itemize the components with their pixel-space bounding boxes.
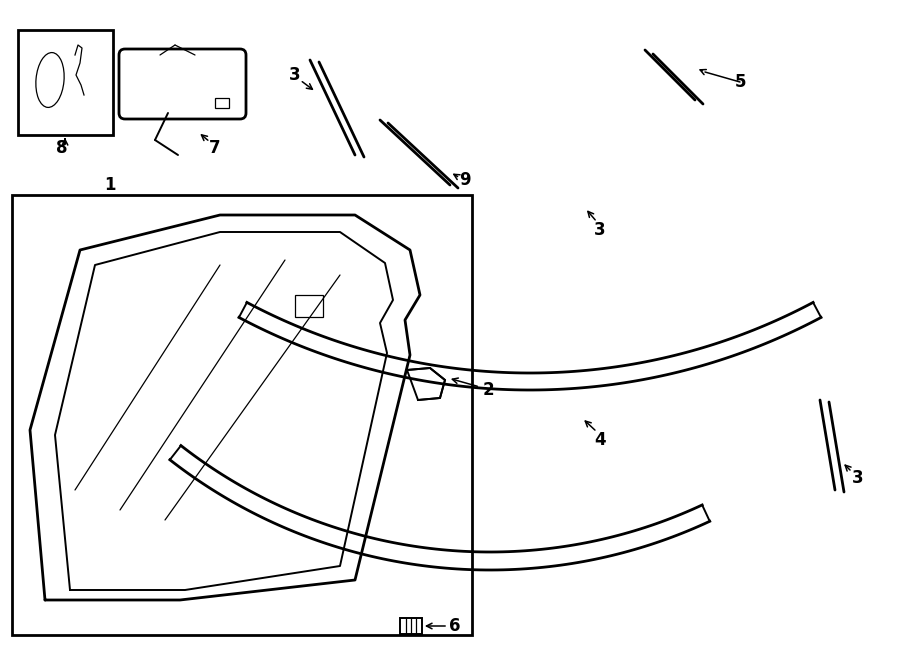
- Text: 5: 5: [734, 73, 746, 91]
- Bar: [400, 618, 422, 634]
- Text: 2: 2: [482, 381, 494, 399]
- Polygon shape: [407, 368, 445, 400]
- Bar: [215, 98, 229, 108]
- Bar: [12, 195, 472, 635]
- Text: 9: 9: [459, 171, 471, 189]
- Text: 4: 4: [594, 431, 606, 449]
- Text: 6: 6: [449, 617, 461, 635]
- Bar: [295, 295, 323, 317]
- Text: 3: 3: [594, 221, 606, 239]
- Bar: [18, 30, 113, 135]
- Text: 7: 7: [209, 139, 220, 157]
- Text: 3: 3: [289, 66, 301, 84]
- Text: 1: 1: [104, 176, 116, 194]
- Text: 8: 8: [56, 139, 68, 157]
- Text: 3: 3: [852, 469, 864, 487]
